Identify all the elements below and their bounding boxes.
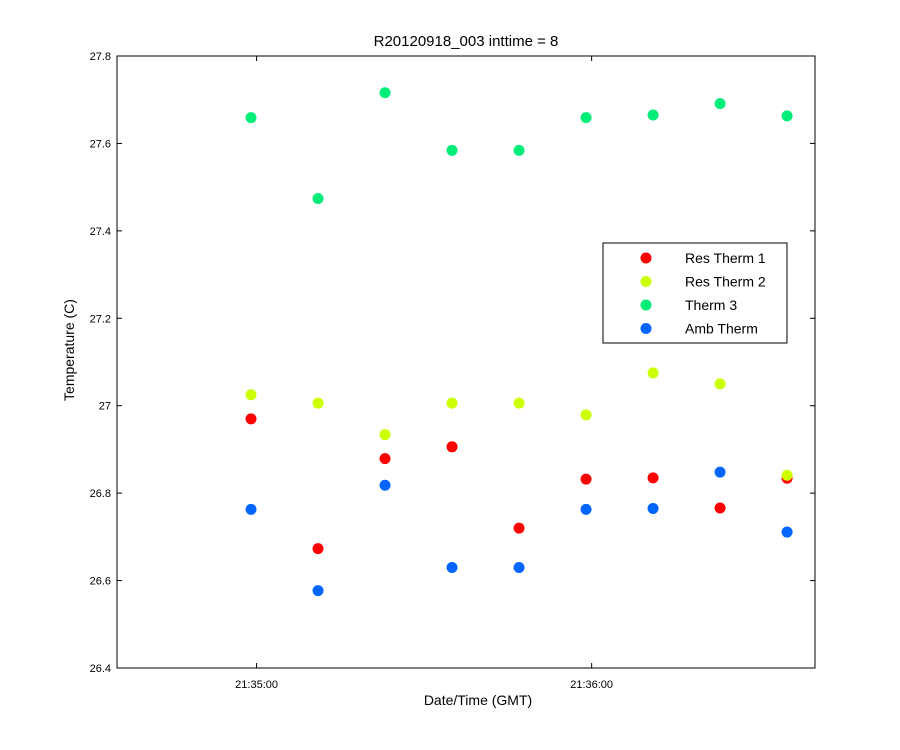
data-point xyxy=(446,397,458,409)
data-point xyxy=(513,397,525,409)
y-tick-label: 27.6 xyxy=(90,138,111,150)
legend-label: Res Therm 2 xyxy=(685,274,766,290)
data-point xyxy=(312,397,324,409)
y-tick-label: 27.2 xyxy=(90,313,111,325)
data-point xyxy=(647,502,659,514)
x-tick-label: 21:36:00 xyxy=(570,679,613,691)
legend-marker xyxy=(640,299,652,311)
legend-box xyxy=(602,242,788,344)
y-tick-label: 26.4 xyxy=(90,663,111,675)
data-point xyxy=(580,473,592,485)
data-point xyxy=(245,112,257,124)
legend-label: Amb Therm xyxy=(685,321,758,337)
legend-label: Res Therm 1 xyxy=(685,250,766,266)
series-res-therm-1 xyxy=(245,413,793,555)
y-tick-label: 26.8 xyxy=(90,488,111,500)
data-point xyxy=(379,87,391,99)
data-point xyxy=(580,112,592,124)
data-point xyxy=(245,503,257,515)
data-point xyxy=(781,526,793,538)
data-point xyxy=(513,561,525,573)
x-tick-label: 21:35:00 xyxy=(235,679,278,691)
data-points xyxy=(245,87,793,597)
data-point xyxy=(580,503,592,515)
data-point xyxy=(647,109,659,121)
legend-marker xyxy=(640,323,652,334)
x-axis-label: Date/Time (GMT) xyxy=(424,692,532,708)
plot-area xyxy=(116,55,816,669)
data-point xyxy=(513,144,525,156)
legend-marker xyxy=(640,276,652,287)
data-point xyxy=(312,543,324,555)
legend-marker xyxy=(640,252,652,264)
legend: Res Therm 1 Res Therm 2 Therm 3 Amb Therm xyxy=(602,242,788,344)
data-point xyxy=(781,110,793,122)
data-point xyxy=(446,561,458,573)
data-point xyxy=(245,389,257,401)
chart-title: R20120918_003 inttime = 8 xyxy=(374,33,559,50)
data-point xyxy=(714,98,726,110)
series-res-therm-2 xyxy=(245,367,793,481)
x-axis: 21:35:00 21:36:00 xyxy=(235,56,613,691)
data-point xyxy=(312,585,324,597)
data-point xyxy=(245,413,257,425)
data-point xyxy=(379,429,391,441)
series-amb-therm xyxy=(245,466,793,597)
y-axis-label: Temperature (C) xyxy=(61,299,77,401)
y-tick-label: 27 xyxy=(99,401,111,413)
data-point xyxy=(647,472,659,484)
y-tick-label: 27.8 xyxy=(90,51,111,63)
series-therm-3 xyxy=(245,87,793,205)
data-point xyxy=(580,409,592,421)
data-point xyxy=(647,367,659,379)
data-point xyxy=(446,144,458,156)
data-point xyxy=(714,502,726,514)
y-tick-label: 26.6 xyxy=(90,576,111,588)
data-point xyxy=(714,466,726,478)
data-point xyxy=(379,479,391,491)
y-axis: 26.4 26.6 26.8 27 27.2 27.4 27.6 27.8 xyxy=(90,51,815,675)
data-point xyxy=(781,469,793,481)
data-point xyxy=(312,193,324,205)
legend-label: Therm 3 xyxy=(685,297,737,313)
data-point xyxy=(379,453,391,465)
data-point xyxy=(714,378,726,390)
data-point xyxy=(513,522,525,534)
y-tick-label: 27.4 xyxy=(90,226,111,238)
data-point xyxy=(446,441,458,453)
